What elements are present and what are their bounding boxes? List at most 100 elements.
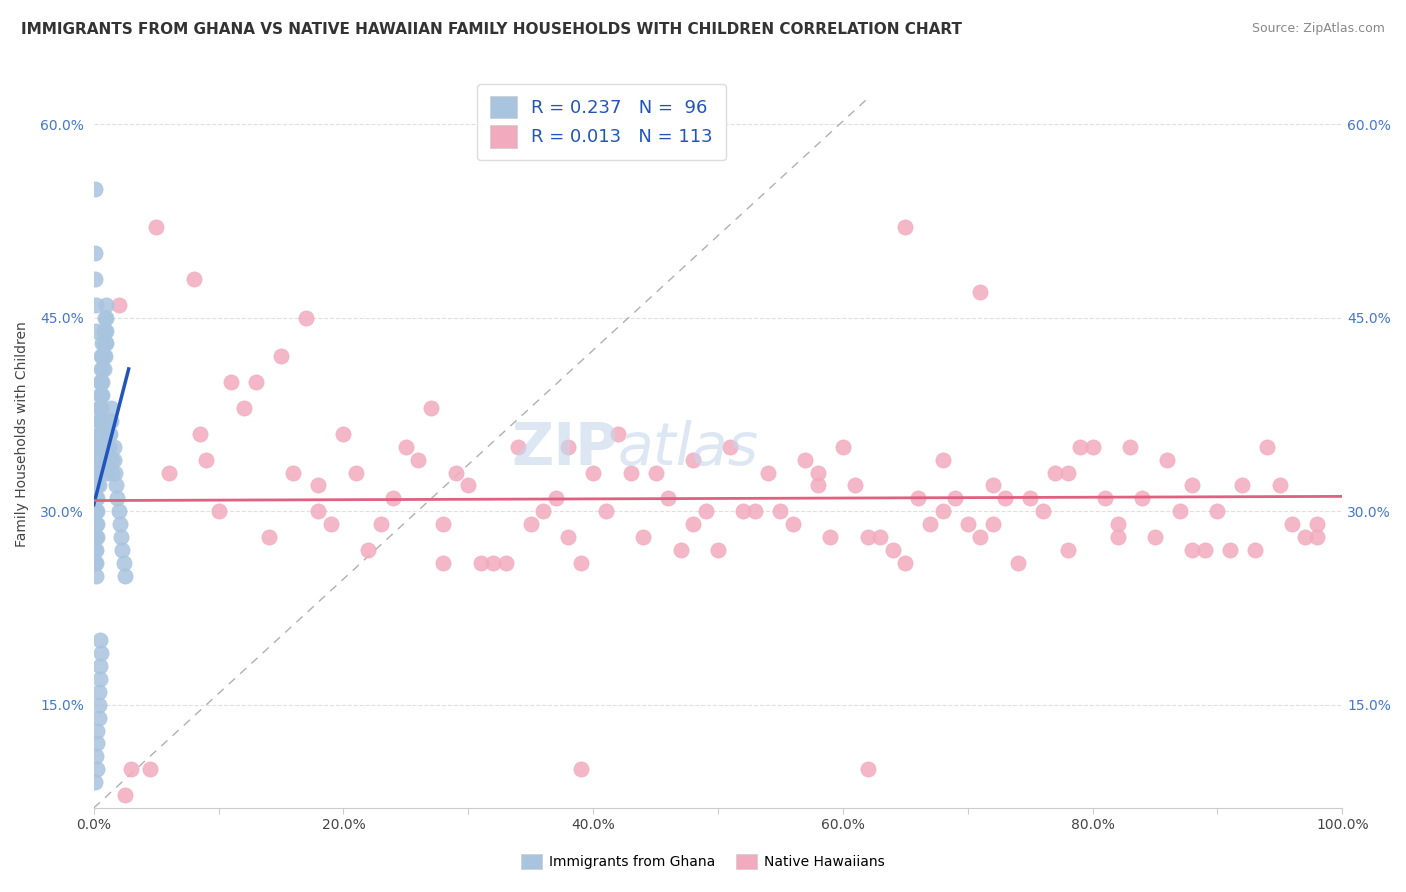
Point xyxy=(557,530,579,544)
Point xyxy=(582,466,605,480)
Point xyxy=(114,568,136,582)
Point xyxy=(669,543,692,558)
Point xyxy=(86,517,108,532)
Point xyxy=(100,401,122,415)
Point xyxy=(145,220,167,235)
Point xyxy=(107,491,129,506)
Point xyxy=(84,181,107,195)
Point xyxy=(87,426,110,441)
Point xyxy=(86,762,108,776)
Point xyxy=(90,350,112,364)
Point xyxy=(432,517,454,532)
Point xyxy=(894,556,917,570)
Point xyxy=(382,491,405,506)
Point xyxy=(86,466,108,480)
Point xyxy=(619,466,641,480)
Point xyxy=(89,414,111,428)
Point xyxy=(207,504,229,518)
Point xyxy=(1143,530,1166,544)
Point xyxy=(1281,517,1303,532)
Point xyxy=(96,440,118,454)
Point xyxy=(84,568,107,582)
Point xyxy=(89,401,111,415)
Point xyxy=(120,762,142,776)
Point xyxy=(1294,530,1316,544)
Point xyxy=(87,711,110,725)
Point xyxy=(110,530,132,544)
Point xyxy=(87,452,110,467)
Point xyxy=(90,401,112,415)
Point xyxy=(86,504,108,518)
Point xyxy=(1268,478,1291,492)
Point xyxy=(756,466,779,480)
Point xyxy=(682,452,704,467)
Point xyxy=(84,504,107,518)
Point xyxy=(157,466,180,480)
Point xyxy=(1094,491,1116,506)
Point xyxy=(869,530,891,544)
Point xyxy=(495,556,517,570)
Point xyxy=(107,504,129,518)
Point xyxy=(731,504,754,518)
Point xyxy=(86,736,108,750)
Point xyxy=(86,723,108,738)
Point xyxy=(319,517,342,532)
Point xyxy=(87,698,110,712)
Point xyxy=(245,375,267,389)
Point xyxy=(107,298,129,312)
Point xyxy=(84,530,107,544)
Text: atlas: atlas xyxy=(619,420,759,477)
Point xyxy=(631,530,654,544)
Point xyxy=(84,749,107,764)
Point xyxy=(1256,440,1278,454)
Point xyxy=(114,788,136,802)
Point xyxy=(994,491,1017,506)
Point xyxy=(395,440,418,454)
Point xyxy=(1181,478,1204,492)
Point xyxy=(90,375,112,389)
Point xyxy=(105,478,128,492)
Point xyxy=(84,556,107,570)
Point xyxy=(607,426,630,441)
Point xyxy=(84,543,107,558)
Point xyxy=(84,246,107,260)
Point xyxy=(89,659,111,673)
Point xyxy=(87,685,110,699)
Point xyxy=(93,350,115,364)
Point xyxy=(882,543,904,558)
Point xyxy=(183,272,205,286)
Point xyxy=(907,491,929,506)
Legend: R = 0.237   N =  96, R = 0.013   N = 113: R = 0.237 N = 96, R = 0.013 N = 113 xyxy=(477,84,725,161)
Point xyxy=(96,324,118,338)
Point xyxy=(1107,517,1129,532)
Point xyxy=(87,440,110,454)
Point xyxy=(96,310,118,325)
Point xyxy=(86,452,108,467)
Legend: Immigrants from Ghana, Native Hawaiians: Immigrants from Ghana, Native Hawaiians xyxy=(515,847,891,876)
Point xyxy=(569,556,592,570)
Point xyxy=(1019,491,1042,506)
Point xyxy=(844,478,866,492)
Point xyxy=(695,504,717,518)
Point xyxy=(432,556,454,570)
Point xyxy=(97,426,120,441)
Point xyxy=(86,530,108,544)
Point xyxy=(1132,491,1154,506)
Point xyxy=(943,491,966,506)
Point xyxy=(782,517,804,532)
Point xyxy=(657,491,679,506)
Point xyxy=(93,336,115,351)
Point xyxy=(188,426,211,441)
Point xyxy=(139,762,162,776)
Point xyxy=(96,452,118,467)
Point xyxy=(820,530,842,544)
Point xyxy=(97,452,120,467)
Point xyxy=(96,298,118,312)
Point xyxy=(87,401,110,415)
Point xyxy=(1168,504,1191,518)
Point xyxy=(84,530,107,544)
Point xyxy=(707,543,730,558)
Point xyxy=(90,362,112,376)
Point xyxy=(932,504,955,518)
Point xyxy=(101,452,124,467)
